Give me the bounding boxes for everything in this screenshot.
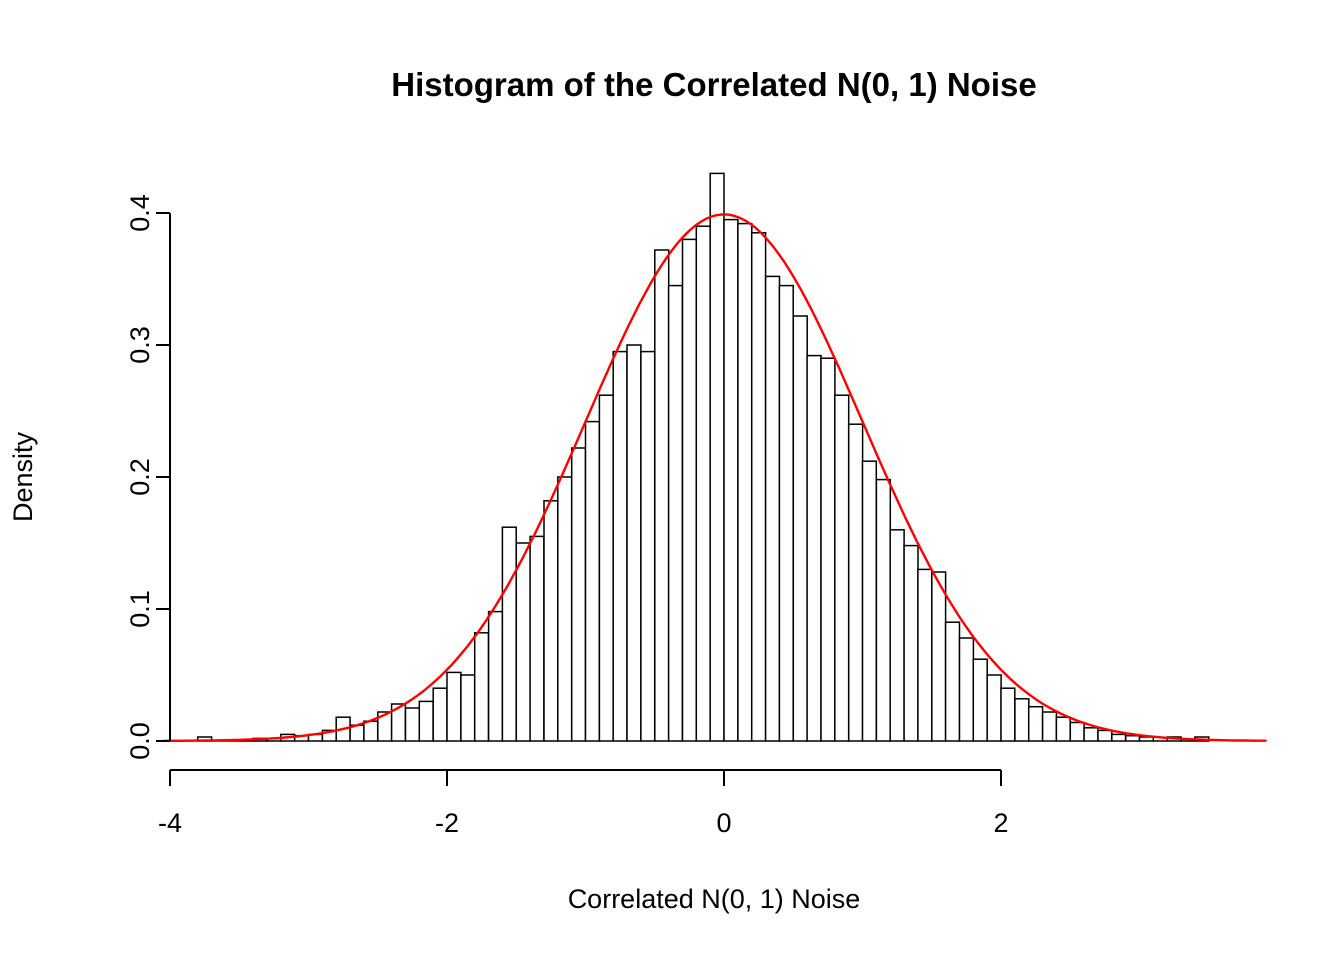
axes: 0.0 0.1 0.2 0.3 0.4 -4 -2 0 2 <box>125 194 1009 838</box>
histogram-bar <box>1097 729 1113 742</box>
histogram-bar <box>737 222 753 742</box>
y-tick-label: 0.4 <box>125 194 155 232</box>
histogram-bar <box>529 535 545 742</box>
histogram-bar <box>1000 687 1016 742</box>
histogram-bar <box>834 394 850 742</box>
histogram-bar <box>640 350 656 742</box>
histogram-bar <box>570 447 587 742</box>
histogram-bar <box>1055 716 1071 742</box>
histogram-bar <box>612 350 628 742</box>
x-tick-label: 2 <box>993 808 1008 838</box>
histogram-bars <box>196 172 1210 742</box>
histogram-bar <box>847 423 864 742</box>
histogram-bar <box>487 610 504 742</box>
histogram-bar <box>944 621 961 742</box>
histogram-bar <box>598 394 614 742</box>
histogram-bar <box>584 420 601 742</box>
histogram-bar <box>667 284 684 742</box>
histogram-bar <box>473 632 490 742</box>
x-tick-label: 0 <box>716 808 731 838</box>
histogram-bar <box>903 544 919 742</box>
histogram-bar <box>958 637 975 742</box>
histogram-bar <box>1041 711 1058 742</box>
y-tick-label: 0.2 <box>125 458 155 496</box>
x-tick-label: -2 <box>435 808 459 838</box>
histogram-bar <box>1027 705 1044 742</box>
chart-title: Histogram of the Correlated N(0, 1) Nois… <box>391 66 1036 103</box>
histogram-bar <box>1069 721 1085 742</box>
histogram-bar <box>778 284 794 742</box>
histogram-bar <box>1111 733 1127 742</box>
histogram-bar <box>501 526 517 742</box>
y-tick-label: 0.1 <box>125 590 155 628</box>
histogram-bar <box>404 707 421 742</box>
histogram-bar <box>418 700 434 742</box>
histogram-bar <box>861 460 878 742</box>
histogram-bar <box>917 568 933 742</box>
histogram-bar <box>764 275 781 742</box>
y-axis-title: Density <box>8 431 38 522</box>
histogram-bar <box>1083 727 1099 742</box>
histogram-bar <box>543 500 559 742</box>
histogram-bar <box>986 674 1002 742</box>
y-tick-label: 0.3 <box>125 326 155 364</box>
histogram-bar <box>363 720 379 742</box>
histogram-bar <box>709 172 725 742</box>
histogram-bar <box>432 687 448 742</box>
histogram-bar <box>820 357 836 742</box>
y-tick-label: 0.0 <box>125 722 155 760</box>
histogram-bar <box>626 344 642 742</box>
histogram-bar <box>446 671 462 742</box>
x-axis-title: Correlated N(0, 1) Noise <box>568 884 861 914</box>
density-curve-line <box>161 213 1267 743</box>
histogram-bar <box>792 315 808 742</box>
histogram-bar <box>972 658 988 742</box>
histogram-bar <box>1124 734 1141 742</box>
histogram-bar <box>806 354 822 742</box>
histogram-bar <box>875 478 892 742</box>
histogram-bar <box>1014 698 1030 742</box>
histogram-bar <box>723 218 739 742</box>
histogram-bar <box>515 542 531 742</box>
histogram-bar <box>654 249 670 742</box>
histogram-bar <box>931 571 947 742</box>
normal-density-curve <box>161 213 1267 743</box>
histogram-bar <box>695 225 711 742</box>
x-tick-label: -4 <box>158 808 182 838</box>
histogram-bar <box>557 476 573 742</box>
histogram-bar <box>681 238 698 742</box>
histogram-bar <box>460 674 476 742</box>
histogram-bar <box>889 529 905 742</box>
histogram-bar <box>750 232 767 742</box>
